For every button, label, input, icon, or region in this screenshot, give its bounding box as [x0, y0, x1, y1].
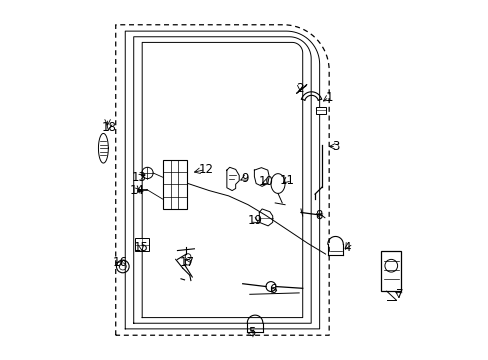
Text: 3: 3 — [332, 140, 339, 153]
Text: 5: 5 — [248, 326, 255, 339]
FancyBboxPatch shape — [163, 159, 186, 209]
Text: 17: 17 — [180, 256, 194, 269]
Text: 15: 15 — [134, 240, 149, 253]
Text: 7: 7 — [395, 288, 403, 301]
Text: 6: 6 — [268, 283, 276, 296]
Text: 8: 8 — [315, 209, 322, 222]
FancyBboxPatch shape — [380, 251, 401, 291]
Text: 2: 2 — [296, 82, 304, 95]
Text: 19: 19 — [247, 214, 262, 227]
Text: 14: 14 — [130, 184, 145, 197]
Text: 1: 1 — [325, 91, 332, 104]
Text: 10: 10 — [259, 175, 273, 188]
Text: 4: 4 — [343, 240, 350, 253]
Text: 12: 12 — [198, 163, 213, 176]
Text: 13: 13 — [132, 171, 146, 184]
Text: 11: 11 — [279, 174, 294, 186]
Text: 18: 18 — [101, 121, 116, 134]
Text: 16: 16 — [113, 256, 127, 269]
FancyBboxPatch shape — [135, 238, 148, 251]
FancyBboxPatch shape — [315, 107, 325, 114]
Text: 9: 9 — [240, 172, 248, 185]
